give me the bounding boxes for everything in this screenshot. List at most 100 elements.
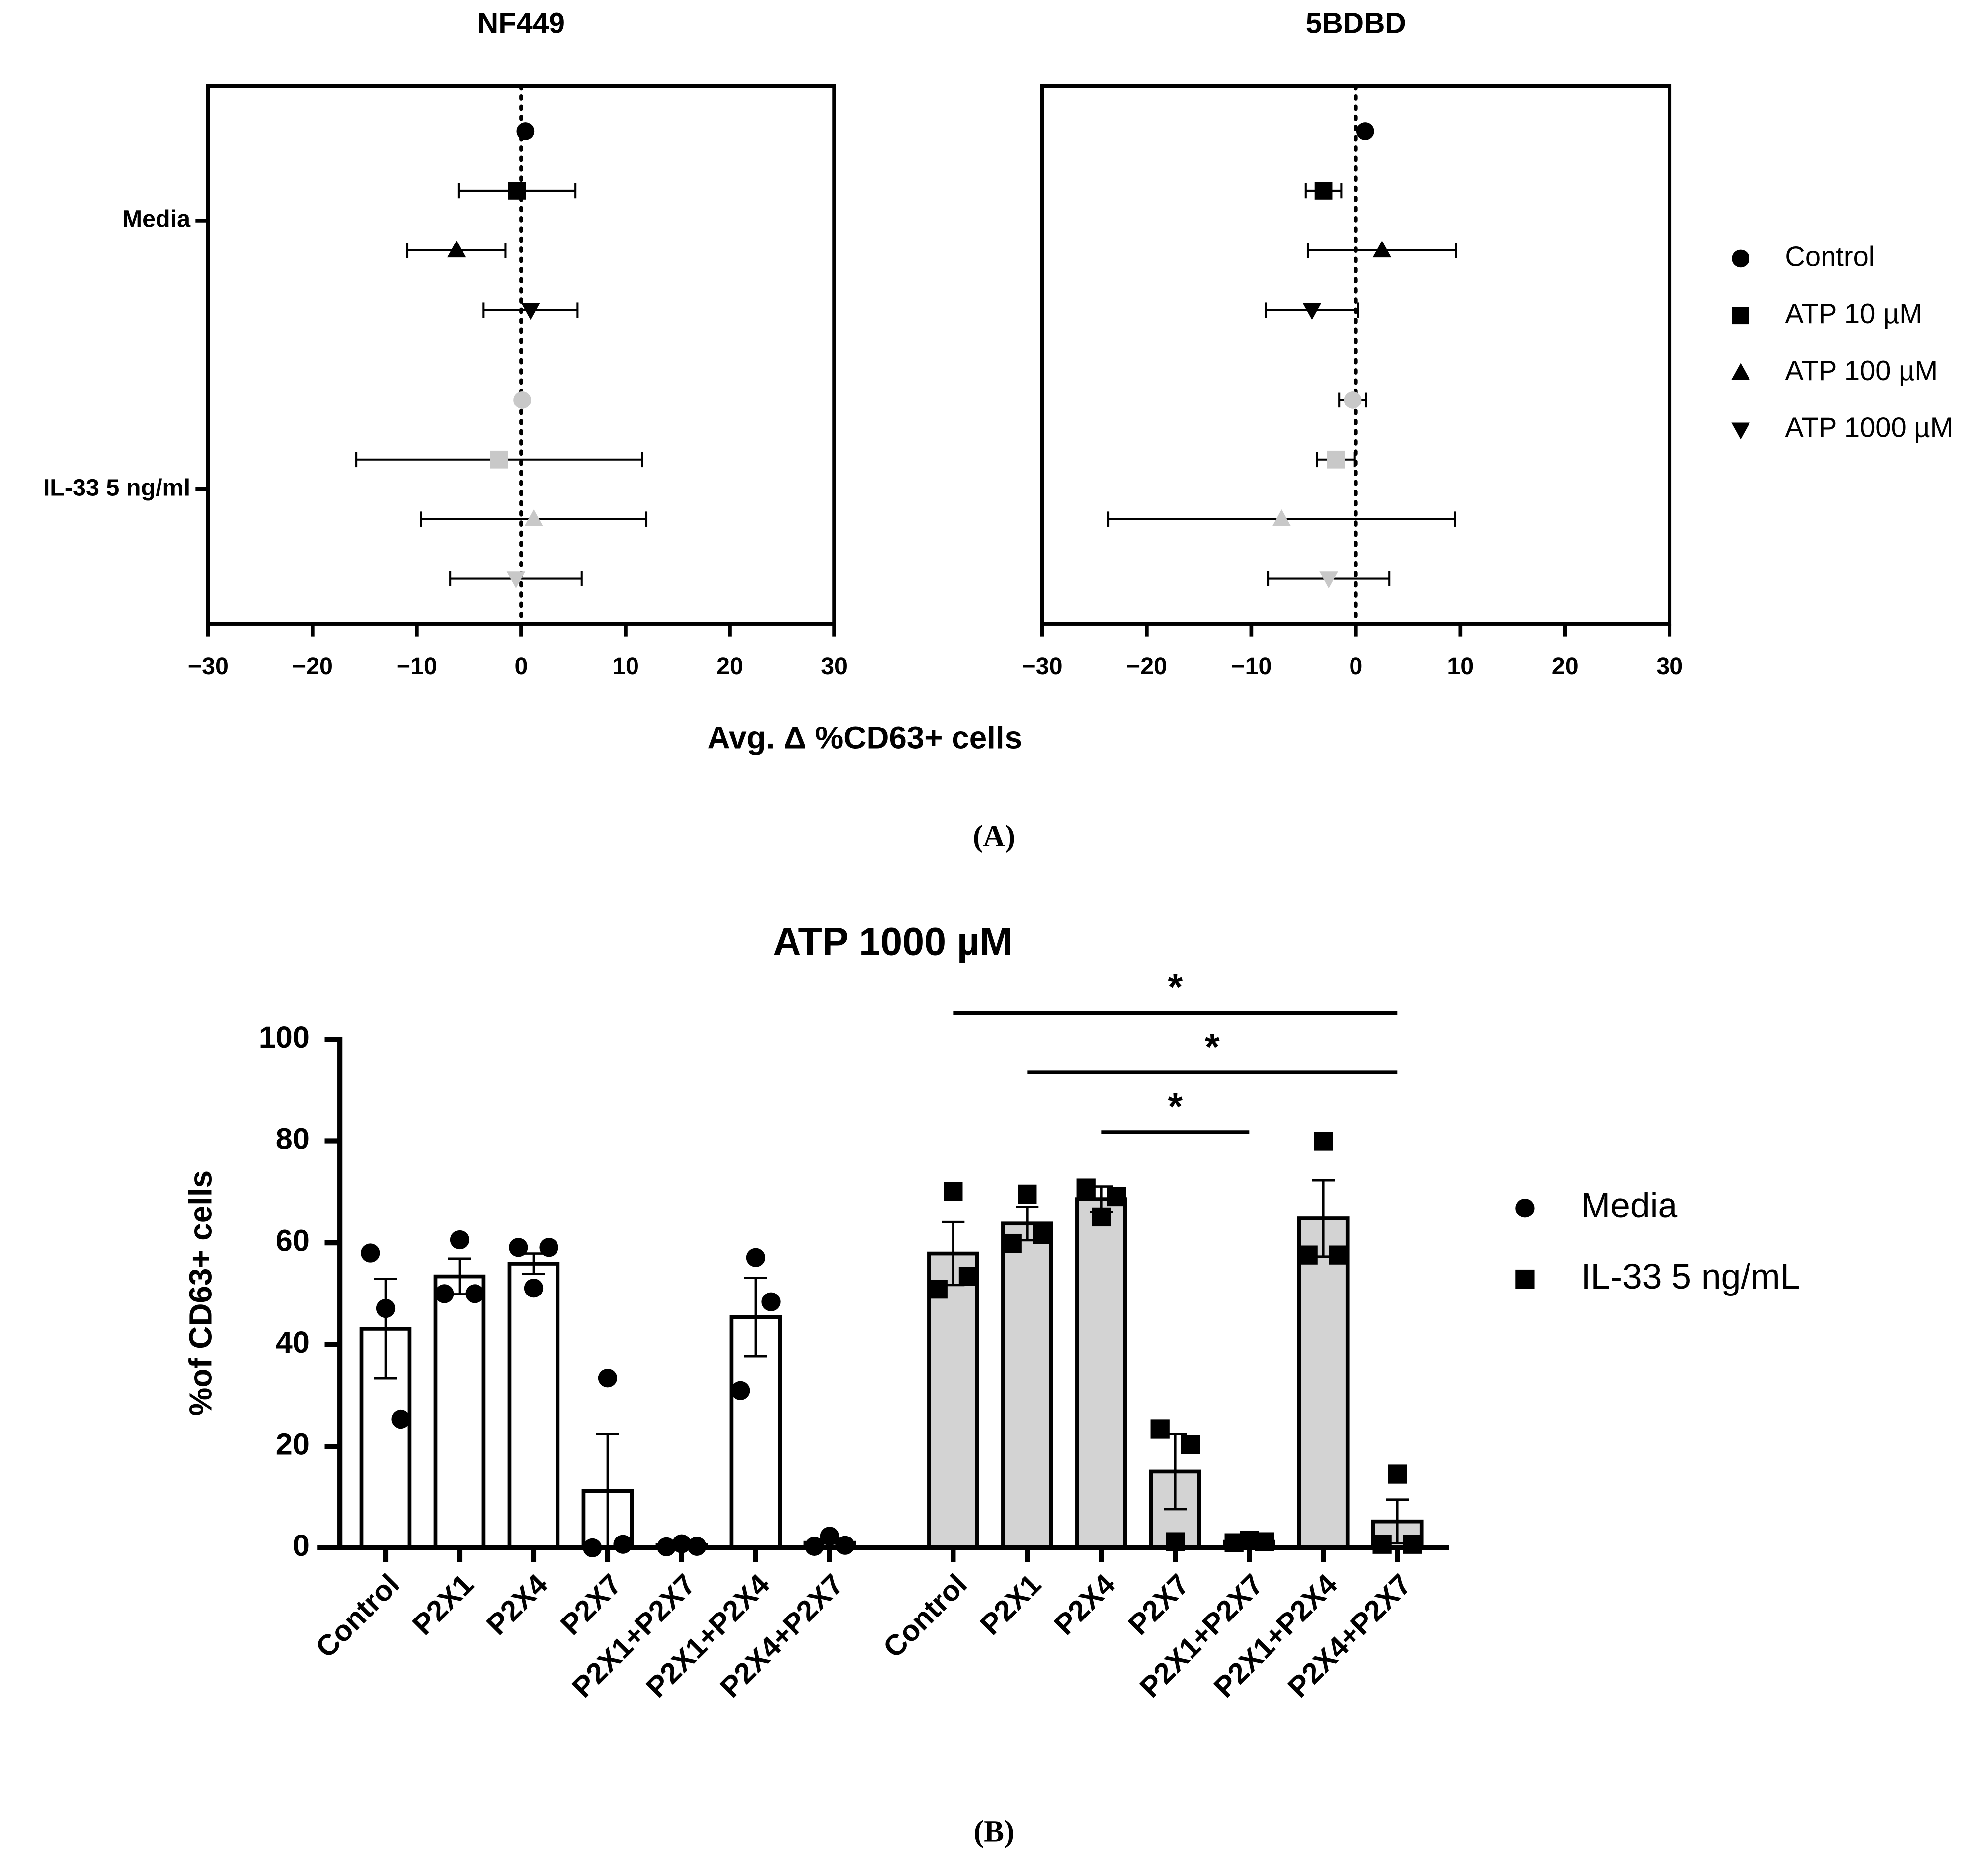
data-point (1314, 182, 1333, 200)
data-point (506, 571, 526, 589)
y-axis-label: %of CD63+ cells (182, 1170, 218, 1416)
data-point (539, 1238, 558, 1257)
data-point (1092, 1207, 1111, 1227)
bar (1075, 1197, 1127, 1550)
data-point (513, 391, 531, 409)
y-tick-label: 0 (293, 1529, 310, 1562)
data-point (598, 1369, 618, 1388)
x-tick-label: −30 (188, 653, 229, 680)
legend-marker (1515, 1199, 1535, 1218)
data-point (1033, 1225, 1052, 1244)
y-tick-label: 100 (259, 1020, 310, 1054)
x-tick-label: P2X4 (480, 1568, 554, 1641)
data-point (1272, 509, 1291, 526)
panel-label: (A) (973, 819, 1015, 853)
data-point (1298, 1245, 1318, 1265)
panel-title: 5BDBD (1306, 7, 1406, 40)
x-tick-label: 0 (1349, 653, 1362, 680)
data-point (490, 450, 508, 469)
y-tick-label: Media (122, 206, 191, 233)
x-tick-label: 30 (821, 653, 848, 680)
data-point (1150, 1419, 1170, 1439)
x-tick-label: Control (310, 1568, 405, 1664)
data-point (1403, 1535, 1423, 1554)
data-point (1181, 1435, 1200, 1454)
data-point (1018, 1184, 1037, 1204)
x-tick-label: 30 (1656, 653, 1683, 680)
data-point (1388, 1464, 1407, 1484)
y-tick-label: 60 (276, 1223, 310, 1257)
data-point (1302, 303, 1322, 320)
data-point (746, 1248, 766, 1267)
x-tick-label: 10 (612, 653, 639, 680)
x-tick-label: −20 (292, 653, 333, 680)
legend-marker (1732, 307, 1749, 325)
significance-label: * (1168, 1085, 1183, 1128)
data-point (391, 1409, 410, 1429)
x-tick-label: 10 (1447, 653, 1474, 680)
legend-label: ATP 100 µM (1785, 355, 1938, 386)
legend-label: IL-33 5 ng/mL (1581, 1257, 1800, 1296)
x-axis-label: Avg. Δ %CD63+ cells (708, 720, 1023, 756)
data-point (761, 1292, 781, 1311)
chart-title: ATP 1000 µM (773, 919, 1012, 963)
legend-label: Media (1581, 1186, 1678, 1225)
data-point (835, 1536, 855, 1555)
x-tick-label: −10 (397, 653, 437, 680)
panel-title: NF449 (477, 7, 565, 40)
bar (1297, 1216, 1350, 1550)
y-tick-label: 80 (276, 1122, 310, 1156)
data-point (435, 1284, 454, 1303)
data-point (509, 1238, 528, 1257)
data-point (450, 1230, 470, 1250)
legend-marker (1732, 249, 1749, 268)
significance-label: * (1168, 967, 1183, 1009)
y-tick-label: 40 (276, 1325, 310, 1359)
data-point (465, 1284, 484, 1303)
x-tick-label: P2X1 (406, 1568, 479, 1641)
data-point (1107, 1187, 1126, 1207)
bar (433, 1274, 486, 1550)
data-point (731, 1381, 750, 1400)
panel-label: (B) (974, 1814, 1015, 1848)
data-point (376, 1298, 396, 1318)
x-tick-label: 20 (716, 653, 743, 680)
data-point (524, 509, 543, 526)
bar (1001, 1221, 1053, 1550)
data-point (508, 182, 526, 200)
data-point (447, 241, 466, 258)
data-point (516, 122, 535, 140)
legend-label: Control (1785, 241, 1875, 272)
x-tick-label: P2X4 (1048, 1568, 1121, 1641)
x-tick-label: −20 (1126, 653, 1167, 680)
legend-marker (1731, 422, 1750, 440)
x-tick-label: Control (877, 1568, 973, 1664)
y-tick-label: 20 (276, 1427, 310, 1460)
data-point (1002, 1233, 1022, 1253)
bar (729, 1315, 782, 1550)
data-point (521, 303, 540, 320)
data-point (1372, 1535, 1392, 1554)
y-tick-label: IL-33 5 ng/ml (43, 475, 190, 501)
data-point (1327, 450, 1345, 469)
data-point (1372, 241, 1392, 258)
data-point (524, 1279, 544, 1298)
legend-label: ATP 1000 µM (1785, 412, 1953, 443)
x-tick-label: −10 (1231, 653, 1272, 680)
data-point (1314, 1132, 1333, 1151)
data-point (1329, 1245, 1349, 1265)
data-point (613, 1535, 633, 1554)
data-point (1356, 122, 1374, 140)
bar (507, 1262, 560, 1550)
data-point (944, 1182, 963, 1201)
legend-marker (1731, 363, 1750, 380)
data-point (1319, 571, 1338, 589)
data-point (1076, 1178, 1096, 1198)
data-point (820, 1527, 840, 1546)
x-tick-label: 20 (1552, 653, 1579, 680)
data-point (958, 1267, 978, 1286)
x-tick-label: P2X1 (974, 1568, 1047, 1641)
x-tick-label: 0 (514, 653, 528, 680)
